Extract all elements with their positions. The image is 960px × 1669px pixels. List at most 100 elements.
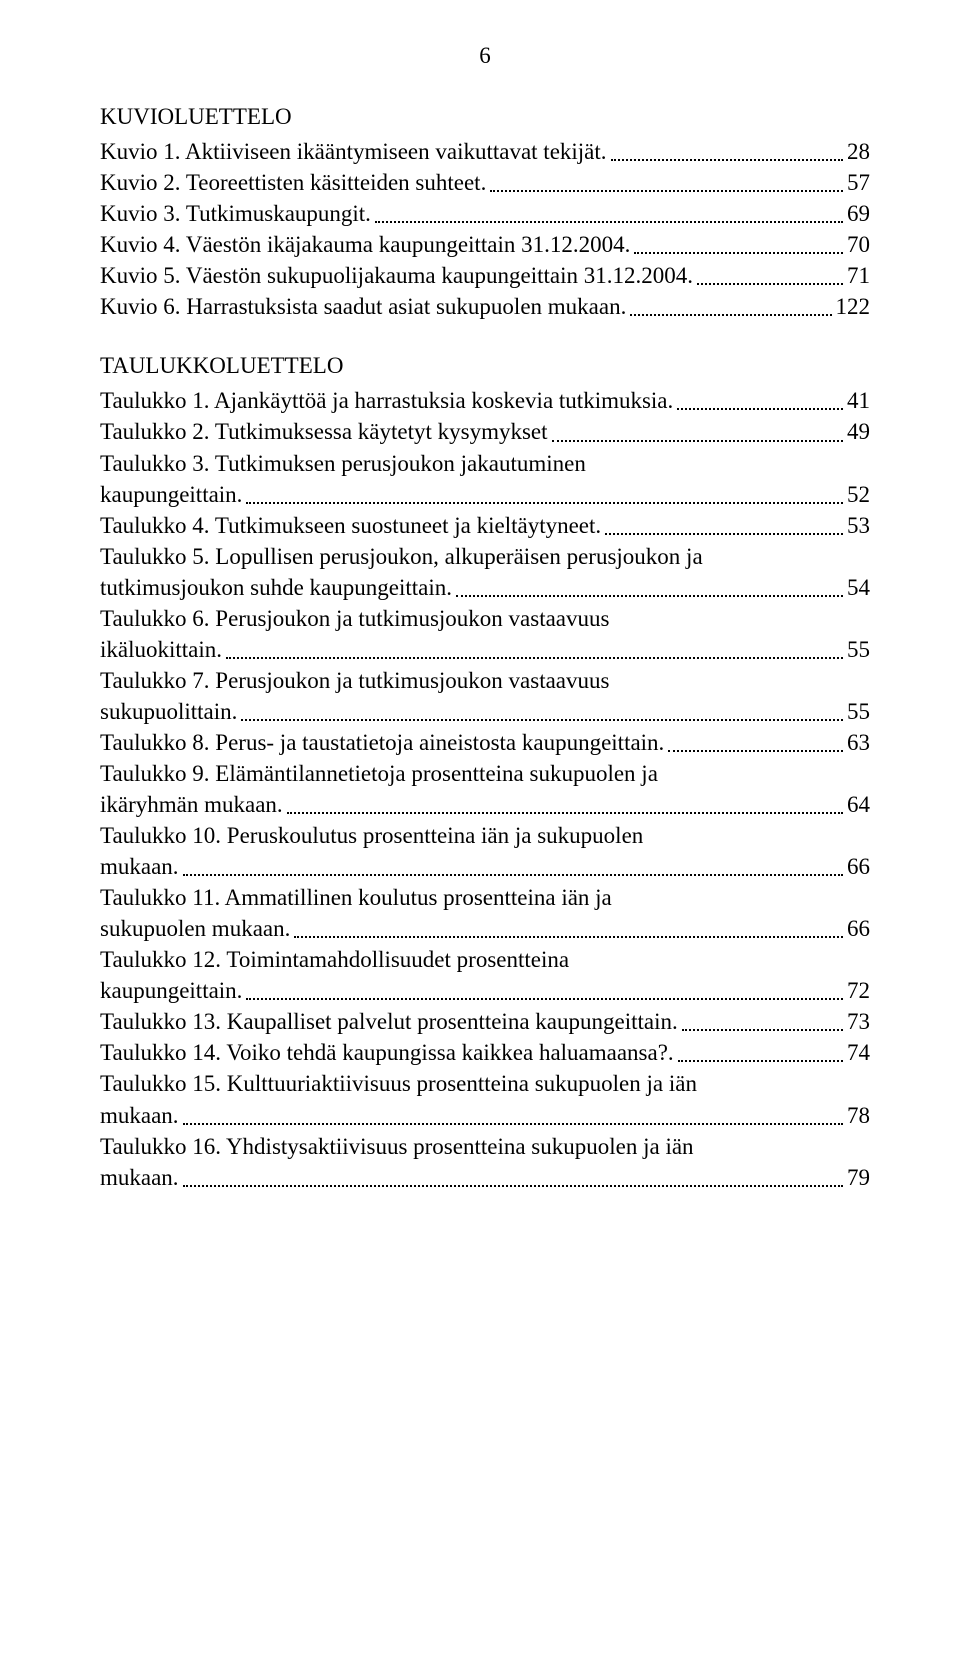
toc-dots — [456, 595, 843, 597]
toc-dots — [246, 502, 843, 504]
toc-entry-label: tutkimusjoukon suhde kaupungeittain. — [100, 572, 452, 603]
toc-dots — [375, 221, 843, 223]
toc-dots — [634, 252, 843, 254]
toc-entry: Taulukko 4. Tutkimukseen suostuneet ja k… — [100, 510, 870, 541]
toc-entry: mukaan. 66 — [100, 851, 870, 882]
toc-dots — [246, 998, 843, 1000]
toc-entry: Taulukko 1. Ajankäyttöä ja harrastuksia … — [100, 385, 870, 416]
toc-entry: ikäryhmän mukaan. 64 — [100, 789, 870, 820]
toc-entry-label: sukupuolittain. — [100, 696, 237, 727]
toc-entry-page: 73 — [847, 1006, 870, 1037]
toc-entry: Kuvio 5. Väestön sukupuolijakauma kaupun… — [100, 260, 870, 291]
toc-section: TAULUKKOLUETTELO Taulukko 1. Ajankäyttöä … — [100, 350, 870, 1192]
toc-dots — [682, 1029, 843, 1031]
toc-entry-line: Taulukko 6. Perusjoukon ja tutkimusjouko… — [100, 603, 870, 634]
toc-entry-page: 54 — [847, 572, 870, 603]
toc-dots — [697, 283, 843, 285]
toc-entry-page: 55 — [847, 634, 870, 665]
toc-dots — [630, 314, 831, 316]
toc-entry-label: Taulukko 2. Tutkimuksessa käytetyt kysym… — [100, 416, 548, 447]
toc-dots — [490, 190, 843, 192]
toc-entry-label: ikäryhmän mukaan. — [100, 789, 283, 820]
toc-dots — [226, 657, 843, 659]
toc-entry-label: mukaan. — [100, 1162, 179, 1193]
toc-entry: kaupungeittain. 52 — [100, 479, 870, 510]
toc-entry-page: 41 — [847, 385, 870, 416]
toc-entry: Kuvio 3. Tutkimuskaupungit. 69 — [100, 198, 870, 229]
toc-entry: Taulukko 13. Kaupalliset palvelut prosen… — [100, 1006, 870, 1037]
toc-entry-page: 57 — [847, 167, 870, 198]
toc-entry-label: mukaan. — [100, 851, 179, 882]
toc-entry: sukupuolittain. 55 — [100, 696, 870, 727]
toc-entry-label: sukupuolen mukaan. — [100, 913, 290, 944]
toc-entry: Taulukko 2. Tutkimuksessa käytetyt kysym… — [100, 416, 870, 447]
toc-entry-line: Taulukko 9. Elämäntilannetietoja prosent… — [100, 758, 870, 789]
toc-entry: Kuvio 4. Väestön ikäjakauma kaupungeitta… — [100, 229, 870, 260]
toc-entry-label: mukaan. — [100, 1100, 179, 1131]
toc-entry-label: Kuvio 6. Harrastuksista saadut asiat suk… — [100, 291, 626, 322]
toc-entry-label: Kuvio 2. Teoreettisten käsitteiden suhte… — [100, 167, 486, 198]
toc-entry: Taulukko 14. Voiko tehdä kaupungissa kai… — [100, 1037, 870, 1068]
toc-dots — [287, 812, 843, 814]
toc-entry: Kuvio 6. Harrastuksista saadut asiat suk… — [100, 291, 870, 322]
toc-entry: ikäluokittain. 55 — [100, 634, 870, 665]
toc-entry-page: 28 — [847, 136, 870, 167]
toc-entry-line: Taulukko 16. Yhdistysaktiivisuus prosent… — [100, 1131, 870, 1162]
toc-entry: Taulukko 8. Perus- ja taustatietoja aine… — [100, 727, 870, 758]
toc-entry-line: Taulukko 15. Kulttuuriaktiivisuus prosen… — [100, 1068, 870, 1099]
toc-entry-label: Taulukko 14. Voiko tehdä kaupungissa kai… — [100, 1037, 674, 1068]
toc-dots — [183, 1185, 843, 1187]
toc-entry: kaupungeittain. 72 — [100, 975, 870, 1006]
toc-dots — [183, 874, 843, 876]
section-title: TAULUKKOLUETTELO — [100, 350, 870, 381]
toc-entry-page: 64 — [847, 789, 870, 820]
toc-entry-page: 53 — [847, 510, 870, 541]
toc-entry-page: 79 — [847, 1162, 870, 1193]
toc-entry-line: Taulukko 10. Peruskoulutus prosentteina … — [100, 820, 870, 851]
toc-dots — [677, 408, 843, 410]
toc-dots — [611, 159, 843, 161]
toc-entry-page: 69 — [847, 198, 870, 229]
toc-entry-line: Taulukko 3. Tutkimuksen perusjoukon jaka… — [100, 448, 870, 479]
toc-entry-line: Taulukko 11. Ammatillinen koulutus prose… — [100, 882, 870, 913]
toc-dots — [183, 1123, 843, 1125]
toc-content: KUVIOLUETTELOKuvio 1. Aktiiviseen ikäänt… — [100, 101, 870, 1193]
toc-entry-page: 66 — [847, 851, 870, 882]
section-title: KUVIOLUETTELO — [100, 101, 870, 132]
toc-entry-page: 74 — [847, 1037, 870, 1068]
toc-dots — [668, 750, 843, 752]
toc-entry-page: 55 — [847, 696, 870, 727]
toc-entry-line: Taulukko 12. Toimintamahdollisuudet pros… — [100, 944, 870, 975]
toc-dots — [605, 533, 843, 535]
toc-entry-page: 66 — [847, 913, 870, 944]
toc-entry: mukaan. 79 — [100, 1162, 870, 1193]
toc-entry-page: 70 — [847, 229, 870, 260]
toc-entry-label: kaupungeittain. — [100, 479, 242, 510]
toc-entry-page: 72 — [847, 975, 870, 1006]
toc-section: KUVIOLUETTELOKuvio 1. Aktiiviseen ikäänt… — [100, 101, 870, 322]
toc-entry: Kuvio 2. Teoreettisten käsitteiden suhte… — [100, 167, 870, 198]
toc-entry-page: 122 — [836, 291, 871, 322]
toc-entry: tutkimusjoukon suhde kaupungeittain. 54 — [100, 572, 870, 603]
toc-entry-label: Taulukko 1. Ajankäyttöä ja harrastuksia … — [100, 385, 673, 416]
toc-entry-label: kaupungeittain. — [100, 975, 242, 1006]
toc-entry-label: Kuvio 3. Tutkimuskaupungit. — [100, 198, 371, 229]
toc-entry-line: Taulukko 5. Lopullisen perusjoukon, alku… — [100, 541, 870, 572]
toc-entry-line: Taulukko 7. Perusjoukon ja tutkimusjouko… — [100, 665, 870, 696]
toc-entry-label: Taulukko 4. Tutkimukseen suostuneet ja k… — [100, 510, 601, 541]
toc-dots — [241, 719, 843, 721]
toc-entry-label: Kuvio 4. Väestön ikäjakauma kaupungeitta… — [100, 229, 630, 260]
toc-entry-label: Kuvio 5. Väestön sukupuolijakauma kaupun… — [100, 260, 693, 291]
toc-entry-page: 52 — [847, 479, 870, 510]
toc-entry-page: 63 — [847, 727, 870, 758]
toc-entry-page: 78 — [847, 1100, 870, 1131]
toc-entry-label: Taulukko 13. Kaupalliset palvelut prosen… — [100, 1006, 678, 1037]
toc-entry-label: Taulukko 8. Perus- ja taustatietoja aine… — [100, 727, 664, 758]
toc-dots — [678, 1060, 843, 1062]
toc-entry-label: ikäluokittain. — [100, 634, 222, 665]
page-number: 6 — [100, 40, 870, 71]
toc-entry: sukupuolen mukaan. 66 — [100, 913, 870, 944]
toc-entry-page: 49 — [847, 416, 870, 447]
toc-dots — [552, 440, 843, 442]
toc-dots — [294, 936, 843, 938]
